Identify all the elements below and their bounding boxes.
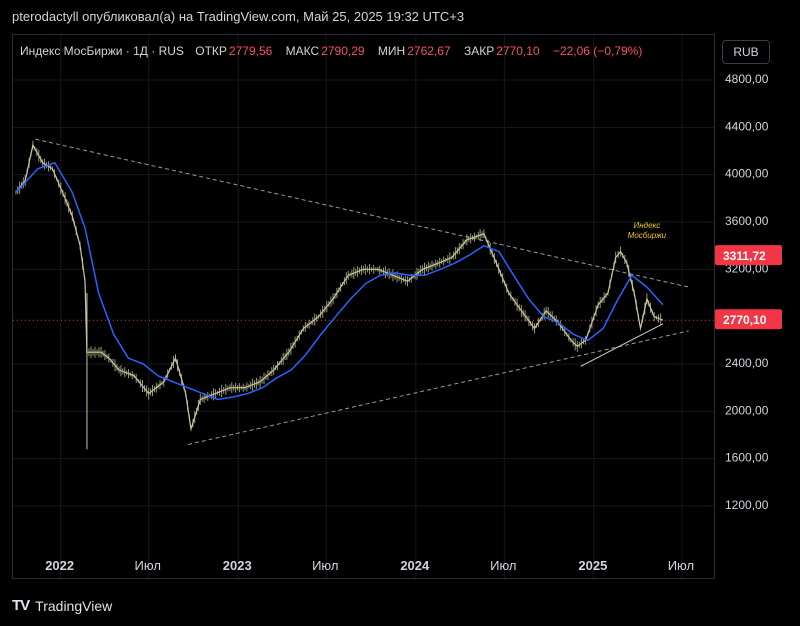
moving-average-line[interactable] bbox=[15, 161, 664, 401]
y-tick-label: 2000,00 bbox=[725, 403, 769, 417]
price-label: 3311,72 bbox=[723, 249, 766, 263]
ohlc-legend: Индекс МосБиржи · 1Д · RUS ОТКР 2779,56 М… bbox=[20, 44, 652, 58]
x-tick-label: 2023 bbox=[223, 558, 252, 573]
price-label-bg bbox=[715, 309, 782, 330]
y-tick-label: 4000,00 bbox=[725, 167, 769, 181]
y-tick-label: 4800,00 bbox=[725, 72, 769, 86]
x-tick-label: 2025 bbox=[578, 558, 607, 573]
x-tick-label: Июл bbox=[490, 558, 516, 573]
y-tick-label: 2400,00 bbox=[725, 356, 769, 370]
low-label: МИН bbox=[377, 44, 406, 58]
low-value: 2762,67 bbox=[407, 44, 451, 58]
price-series[interactable] bbox=[15, 143, 664, 430]
open-value: 2779,56 bbox=[228, 44, 273, 58]
tradingview-footer: TV TradingView bbox=[12, 597, 112, 614]
time-axis[interactable]: 2022 Июл 2023 Июл 2024 Июл 2025 Июл bbox=[12, 553, 715, 593]
y-tick-label: 1600,00 bbox=[725, 451, 769, 465]
x-tick-label: Июл bbox=[312, 558, 338, 573]
open-label: ОТКР bbox=[195, 44, 227, 58]
tradingview-logo-icon: TV bbox=[12, 597, 30, 614]
price-axis[interactable]: 4800,004400,004000,003600,003200,002400,… bbox=[715, 34, 800, 579]
x-tick-label: 2022 bbox=[45, 558, 74, 573]
trendline[interactable] bbox=[35, 138, 689, 288]
publish-info: pterodactyll опубликовал(а) на TradingVi… bbox=[12, 9, 465, 24]
x-tick-label: Июл bbox=[135, 558, 161, 573]
close-label: ЗАКР bbox=[463, 44, 495, 58]
close-value: 2770,10 bbox=[496, 44, 540, 58]
y-tick-label: 4400,00 bbox=[725, 119, 769, 133]
change-value: −22,06 (−0,79%) bbox=[552, 44, 643, 58]
trendline[interactable] bbox=[188, 330, 689, 445]
brand-name: TradingView bbox=[35, 597, 113, 614]
price-label: 2770,10 bbox=[723, 313, 767, 327]
chart-frame[interactable]: Индекс Мосбиржи bbox=[12, 34, 715, 579]
trendline[interactable] bbox=[580, 323, 664, 367]
annotation-line1[interactable]: Индекс bbox=[634, 221, 661, 230]
y-tick-label: 1200,00 bbox=[725, 498, 769, 512]
high-label: МАКС bbox=[285, 44, 320, 58]
price-label-bg bbox=[715, 245, 782, 266]
high-value: 2790,29 bbox=[321, 44, 365, 58]
annotation-line2[interactable]: Мосбиржи bbox=[628, 231, 667, 240]
currency-button[interactable]: RUB bbox=[722, 40, 770, 64]
symbol-title[interactable]: Индекс МосБиржи · 1Д · RUS bbox=[20, 44, 184, 58]
x-tick-label: Июл bbox=[668, 558, 694, 573]
x-tick-label: 2024 bbox=[400, 558, 430, 573]
y-tick-label: 3600,00 bbox=[725, 214, 769, 228]
